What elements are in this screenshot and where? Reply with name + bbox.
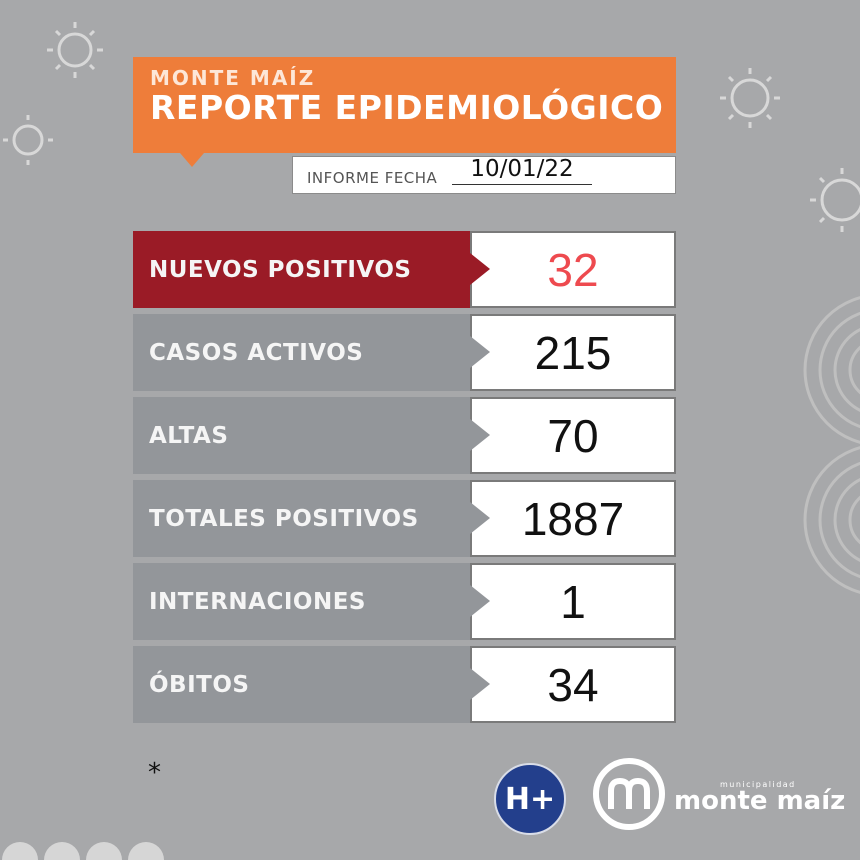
stat-value: 1887 — [470, 480, 676, 557]
stat-value: 70 — [470, 397, 676, 474]
report-title: REPORTE EPIDEMIOLÓGICO — [150, 88, 664, 127]
stat-label: INTERNACIONES — [133, 563, 470, 640]
label-arrow — [470, 419, 490, 451]
date-box — [292, 156, 676, 194]
hplus-logo: H+ — [494, 763, 566, 835]
stat-row-casos-activos: CASOS ACTIVOS 215 — [133, 314, 676, 391]
m-logo-icon — [608, 777, 650, 809]
stat-row-internaciones: INTERNACIONES 1 — [133, 563, 676, 640]
bottom-dots — [2, 842, 164, 860]
stat-value: 32 — [470, 231, 676, 308]
stat-row-nuevos-positivos: NUEVOS POSITIVOS 32 — [133, 231, 676, 308]
report-header — [133, 57, 676, 153]
stat-label: NUEVOS POSITIVOS — [133, 231, 470, 308]
virus-icon — [47, 22, 103, 78]
date-label: INFORME FECHA — [307, 169, 438, 187]
stat-label: ÓBITOS — [133, 646, 470, 723]
municipality-logo-name: monte maíz — [674, 786, 846, 816]
concentric-circles — [803, 296, 860, 594]
stat-value: 215 — [470, 314, 676, 391]
stat-row-obitos: ÓBITOS 34 — [133, 646, 676, 723]
virus-icon — [3, 115, 53, 165]
footnote-asterisk: * — [148, 758, 161, 788]
municipality-logo-sub: municipalidad — [720, 780, 796, 789]
stat-row-totales-positivos: TOTALES POSITIVOS 1887 — [133, 480, 676, 557]
stat-row-altas: ALTAS 70 — [133, 397, 676, 474]
virus-icon — [720, 68, 780, 128]
header-callout-tail — [180, 153, 204, 167]
label-arrow — [470, 253, 490, 285]
city-name: MONTE MAÍZ — [150, 66, 316, 90]
stat-label: ALTAS — [133, 397, 470, 474]
label-arrow — [470, 502, 490, 534]
stat-label: TOTALES POSITIVOS — [133, 480, 470, 557]
label-arrow — [470, 585, 490, 617]
label-arrow — [470, 668, 490, 700]
stat-value: 34 — [470, 646, 676, 723]
municipality-logo-icon — [593, 758, 665, 830]
virus-icon — [810, 168, 860, 232]
label-arrow — [470, 336, 490, 368]
date-value: 10/01/22 — [452, 154, 592, 185]
stat-label: CASOS ACTIVOS — [133, 314, 470, 391]
stat-value: 1 — [470, 563, 676, 640]
